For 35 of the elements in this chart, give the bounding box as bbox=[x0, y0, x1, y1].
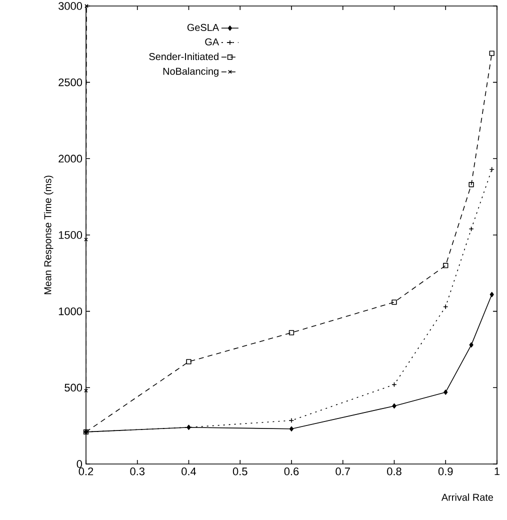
x-tick-label: 0.7 bbox=[336, 468, 350, 476]
y-tick-label: 0 bbox=[76, 460, 82, 468]
point bbox=[392, 300, 397, 305]
y-tick-label: 2500 bbox=[58, 78, 82, 86]
x-tick-label: 0.5 bbox=[232, 468, 248, 476]
x-tick-label: 0.4 bbox=[182, 468, 196, 476]
legend-label: GA bbox=[205, 38, 220, 46]
x-tick-label: 0.6 bbox=[284, 468, 299, 476]
point bbox=[289, 426, 294, 432]
y-tick-label: 500 bbox=[64, 384, 82, 392]
x-tick-label: 0.2 bbox=[78, 468, 94, 476]
x-tick-label: 0.3 bbox=[130, 468, 145, 476]
point bbox=[443, 262, 448, 268]
point bbox=[84, 4, 88, 8]
x-tick-label: 1 bbox=[494, 468, 500, 476]
legend-label: Sender-Initiated bbox=[149, 52, 218, 60]
y-tick-label: 1000 bbox=[58, 307, 82, 316]
point bbox=[444, 390, 448, 395]
x-tick-label: 0.9 bbox=[438, 468, 453, 476]
legend-label: NoBalancing bbox=[163, 67, 218, 77]
point bbox=[489, 50, 494, 56]
point bbox=[84, 238, 88, 242]
point bbox=[469, 342, 474, 348]
point bbox=[490, 292, 494, 298]
y-tick-label: 3000 bbox=[58, 2, 82, 10]
y-axis-title: Mean Response Time (ms) bbox=[44, 176, 54, 294]
x-axis-title: Arrival Rate bbox=[441, 494, 494, 501]
y-tick-label: 2000 bbox=[58, 154, 82, 163]
point bbox=[468, 182, 474, 188]
point bbox=[186, 359, 192, 364]
x-tick-label: 0.8 bbox=[387, 468, 402, 476]
point bbox=[392, 403, 396, 409]
y-tick-label: 1500 bbox=[58, 231, 82, 239]
legend-label: GeSLA bbox=[187, 24, 220, 31]
point bbox=[288, 330, 294, 336]
